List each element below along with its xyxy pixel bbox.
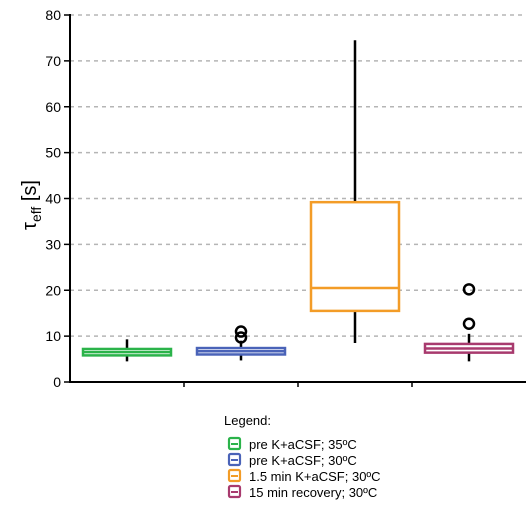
- y-axis-label-main: τ: [19, 222, 41, 230]
- y-tick-label: 50: [45, 145, 61, 161]
- outlier-point: [462, 283, 476, 296]
- y-tick-label: 40: [45, 191, 61, 207]
- legend-item-label: pre K+aCSF; 30ºC: [249, 453, 357, 468]
- y-tick-label: 70: [45, 53, 61, 69]
- y-axis-label-unit: [s]: [19, 180, 41, 207]
- y-axis-label: τeff [s]: [19, 180, 44, 230]
- legend-item-label: 15 min recovery; 30ºC: [249, 485, 377, 500]
- y-ticks: 0 10 20 30 40 50 60 70 80: [45, 7, 70, 390]
- box-1: [81, 339, 173, 362]
- y-tick-label: 10: [45, 328, 61, 344]
- box-2: [195, 325, 287, 361]
- y-axis-label-sub: eff: [28, 207, 44, 222]
- legend-item-label: pre K+aCSF; 35ºC: [249, 437, 357, 452]
- y-tick-label: 30: [45, 236, 61, 252]
- y-tick-label: 20: [45, 282, 61, 298]
- gridlines: [70, 14, 526, 337]
- outlier-point: [234, 331, 248, 344]
- boxes-layer: [81, 40, 515, 362]
- legend-title: Legend:: [224, 413, 271, 428]
- outlier-point: [462, 317, 476, 330]
- box-rect: [309, 200, 401, 313]
- y-tick-label: 60: [45, 99, 61, 115]
- outlier-point: [234, 325, 248, 338]
- y-tick-label: 0: [53, 374, 61, 390]
- x-ticks: [183, 382, 413, 387]
- box-3: [309, 40, 401, 344]
- legend-item-label: 1.5 min K+aCSF; 30ºC: [249, 469, 381, 484]
- y-tick-label: 80: [45, 7, 61, 23]
- box-4: [423, 283, 515, 362]
